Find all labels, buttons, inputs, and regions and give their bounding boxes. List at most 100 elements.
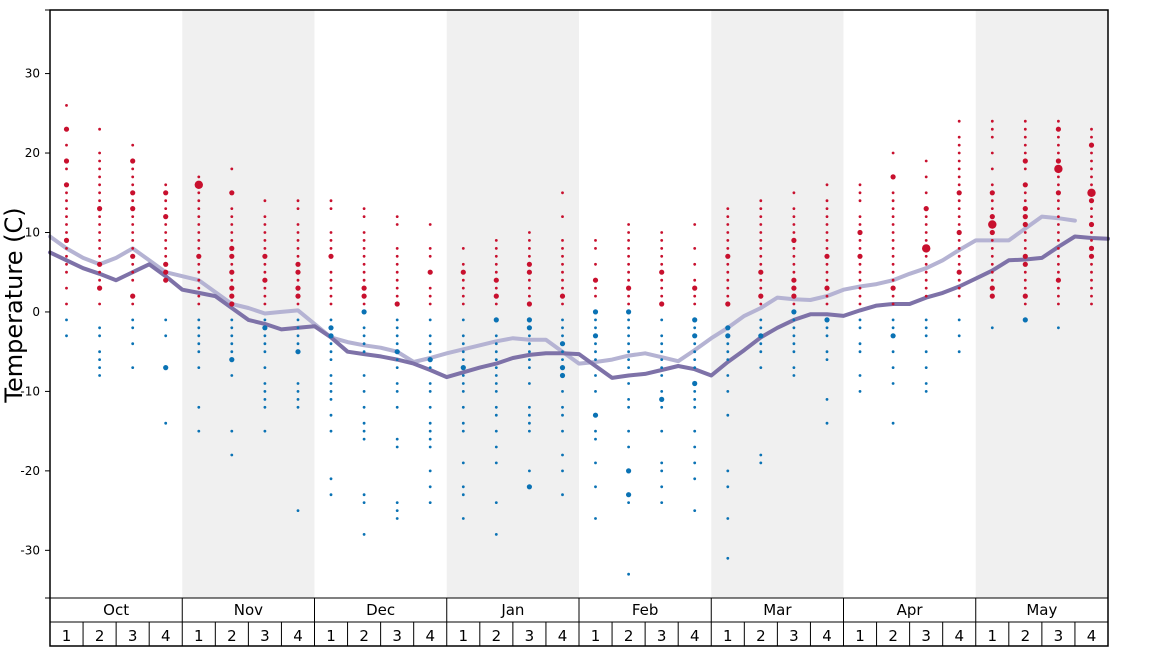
warm-dot	[362, 262, 366, 266]
warm-dot	[1023, 286, 1027, 290]
cold-dot	[395, 405, 399, 409]
warm-dot	[957, 167, 961, 171]
warm-dot	[98, 278, 101, 282]
warm-dot	[759, 199, 763, 203]
warm-dot	[329, 270, 333, 274]
week-label: 3	[789, 627, 799, 645]
warm-dot	[825, 215, 829, 219]
warm-dot	[528, 247, 531, 250]
warm-dot	[957, 143, 961, 147]
warm-dot	[1057, 302, 1060, 306]
cold-dot	[362, 334, 366, 338]
cold-dot	[626, 309, 632, 315]
cold-dot	[164, 318, 168, 322]
warm-dot	[229, 293, 235, 299]
warm-dot	[197, 270, 201, 274]
week-label: 2	[492, 627, 502, 645]
week-label: 2	[756, 627, 766, 645]
warm-dot	[361, 285, 367, 291]
warm-dot	[924, 159, 928, 163]
warm-dot	[957, 294, 961, 298]
warm-dot	[263, 215, 267, 219]
cold-dot	[726, 390, 730, 393]
week-label: 4	[690, 627, 700, 645]
warm-dot	[1057, 119, 1060, 123]
cold-dot	[592, 333, 599, 339]
warm-dot	[395, 254, 399, 258]
warm-dot	[923, 206, 929, 212]
cold-dot	[528, 350, 531, 354]
warm-dot	[1088, 245, 1095, 251]
cold-dot	[594, 350, 597, 354]
warm-dot	[65, 143, 68, 147]
warm-dot	[98, 191, 101, 195]
week-label: 3	[128, 627, 138, 645]
warm-dot	[1022, 206, 1028, 212]
month-label: May	[1026, 601, 1057, 619]
warm-dot	[263, 223, 267, 226]
cold-dot	[131, 318, 135, 322]
cold-dot	[660, 501, 664, 504]
warm-dot	[561, 239, 564, 242]
warm-dot	[1057, 270, 1060, 274]
warm-dot	[957, 135, 961, 139]
cold-dot	[792, 374, 796, 377]
warm-dot	[263, 302, 267, 306]
warm-dot	[726, 207, 730, 211]
warm-dot	[328, 253, 334, 259]
warm-dot	[329, 199, 333, 203]
warm-dot	[131, 199, 135, 203]
warm-dot	[1057, 231, 1060, 234]
cold-dot	[626, 468, 632, 474]
cold-dot	[660, 429, 664, 433]
cold-dot	[726, 485, 730, 489]
warm-dot	[98, 167, 101, 171]
cold-dot	[561, 453, 564, 457]
cold-dot	[362, 533, 366, 536]
cold-dot	[296, 390, 300, 393]
warm-dot	[825, 262, 829, 266]
warm-dot	[957, 215, 961, 219]
warm-dot	[1023, 278, 1027, 282]
warm-dot	[98, 302, 101, 306]
warm-dot	[197, 286, 201, 290]
warm-dot	[891, 207, 895, 211]
warm-dot	[1090, 215, 1093, 219]
warm-dot	[792, 262, 796, 266]
cold-dot	[197, 429, 201, 433]
warm-dot	[131, 302, 135, 306]
warm-dot	[1090, 294, 1093, 298]
warm-dot	[197, 223, 201, 226]
cold-dot	[526, 317, 533, 323]
warm-dot	[1023, 270, 1027, 274]
warm-dot	[362, 215, 366, 219]
cold-dot	[858, 342, 862, 346]
cold-dot	[362, 326, 366, 330]
cold-dot	[461, 429, 465, 433]
warm-dot	[1057, 254, 1060, 258]
warm-dot	[561, 247, 564, 250]
warm-dot	[197, 294, 201, 298]
warm-dot	[131, 270, 135, 274]
lower-line	[48, 234, 1110, 380]
warm-dot	[990, 254, 994, 258]
cold-dot	[561, 429, 564, 433]
warm-dot	[726, 215, 730, 219]
warm-dot	[693, 278, 697, 282]
week-label: 4	[822, 627, 832, 645]
warm-dot	[130, 158, 136, 164]
cold-dot	[693, 358, 697, 361]
warm-dot	[990, 270, 994, 274]
cold-dot	[526, 484, 533, 490]
cold-dot	[494, 366, 498, 369]
y-tick-label: -20	[20, 464, 40, 478]
warm-dot	[693, 223, 697, 226]
cold-dot	[460, 365, 466, 371]
warm-dot	[460, 269, 466, 275]
warm-dot	[230, 262, 234, 266]
warm-dot	[990, 167, 994, 171]
cold-dot	[362, 390, 366, 393]
cold-dot	[627, 366, 630, 369]
cold-dot	[395, 509, 399, 512]
warm-dot	[825, 183, 829, 187]
